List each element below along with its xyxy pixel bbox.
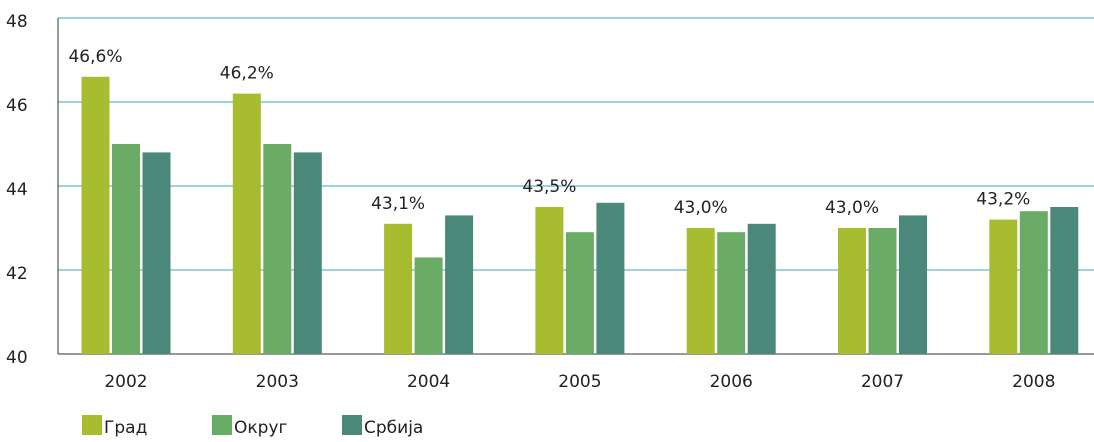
value-label: 43,5% (522, 177, 576, 197)
value-label: 43,0% (825, 198, 879, 218)
value-label: 43,1% (371, 194, 425, 214)
y-tick-label: 40 (6, 348, 28, 368)
value-label: 46,6% (68, 47, 122, 67)
bar (263, 144, 292, 354)
bar (1019, 211, 1048, 354)
bar (717, 232, 746, 354)
legend-label: Округ (234, 418, 288, 438)
y-tick-label: 44 (6, 180, 28, 200)
bar (445, 215, 474, 354)
value-label: 43,2% (976, 190, 1030, 210)
bar (112, 144, 140, 354)
bar (838, 228, 866, 354)
bar (414, 257, 443, 354)
bar (899, 215, 927, 354)
x-tick-label: 2003 (256, 372, 299, 392)
y-tick-label: 46 (6, 96, 28, 116)
legend-swatch (342, 415, 362, 435)
x-tick-label: 2002 (104, 372, 147, 392)
value-label: 46,2% (220, 64, 274, 84)
bar (747, 223, 776, 354)
bar (142, 152, 171, 354)
bar (868, 228, 897, 354)
bar (81, 76, 110, 355)
x-tick-label: 2008 (1012, 372, 1055, 392)
bar (596, 202, 625, 354)
bar (293, 152, 322, 354)
x-tick-label: 2004 (407, 372, 450, 392)
bar (565, 232, 594, 354)
bar (535, 207, 564, 354)
bar (384, 223, 413, 354)
y-tick-label: 42 (6, 264, 28, 284)
x-tick-label: 2006 (710, 372, 753, 392)
x-tick-label: 2005 (558, 372, 601, 392)
bar (232, 93, 261, 354)
bar (1050, 207, 1079, 354)
legend-swatch (212, 415, 232, 435)
legend-label: Град (104, 418, 147, 438)
legend-label: Србија (364, 418, 423, 438)
x-tick-label: 2007 (861, 372, 904, 392)
bar (686, 228, 715, 354)
bar (989, 219, 1018, 354)
legend-swatch (82, 415, 102, 435)
value-label: 43,0% (674, 198, 728, 218)
y-tick-label: 48 (6, 12, 28, 32)
